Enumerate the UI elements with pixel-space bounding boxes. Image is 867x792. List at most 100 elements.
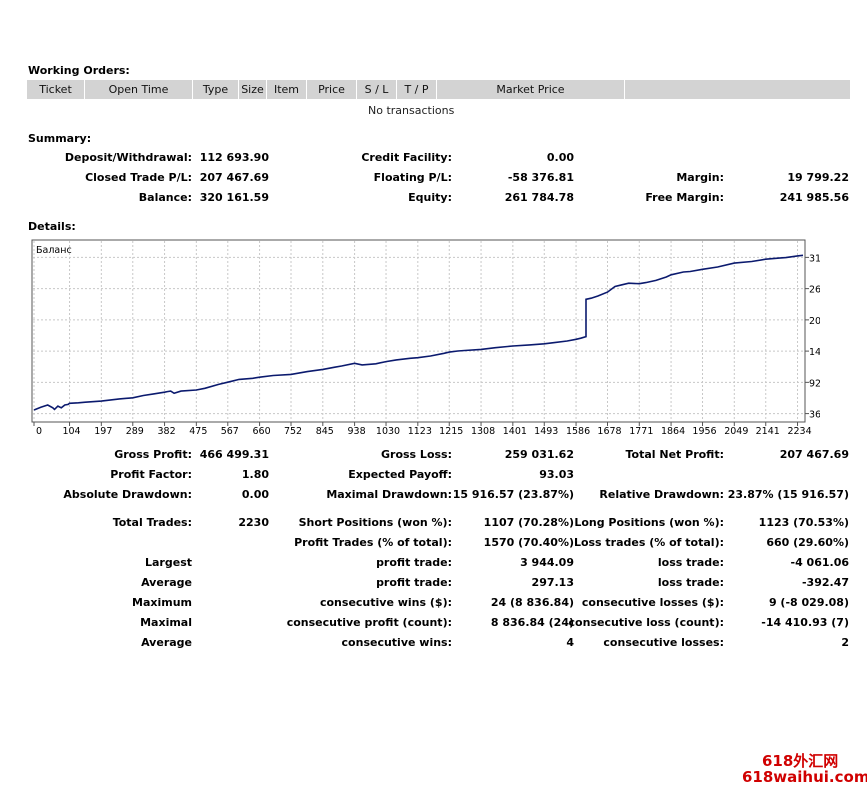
x-tick-label: 1215 (439, 426, 463, 437)
column-header: S / L (357, 80, 397, 99)
stat-label: consecutive loss (count): (568, 616, 724, 629)
stat-label: Free Margin: (645, 191, 724, 204)
chart-x-ticks: 0 104 197 289 382 475 567 660 752 845 938 1030 1123 1… (33, 422, 812, 437)
stat-value: 23.87% (15 916.57) (727, 488, 849, 501)
details-title: Details: (28, 220, 76, 233)
summary-title: Summary: (28, 132, 92, 145)
x-tick-label: 660 (253, 426, 271, 437)
x-tick-label: 1956 (692, 426, 716, 437)
stat-label: Credit Facility: (361, 151, 452, 164)
stat-value: 9 (-8 029.08) (768, 596, 849, 609)
stat-label: Deposit/Withdrawal: (64, 151, 192, 164)
stat-value: 24 (8 836.84) (490, 596, 574, 609)
column-header: Item (267, 80, 307, 99)
x-tick-label: 752 (284, 426, 302, 437)
chart-title: Баланс (36, 245, 72, 256)
x-tick-label: 1123 (408, 426, 432, 437)
x-tick-label: 2049 (724, 426, 748, 437)
stat-value: 297.13 (531, 576, 574, 589)
stat-value: 8 836.84 (24) (490, 616, 574, 629)
no-transactions-text: No transactions (368, 104, 455, 117)
x-tick-label: 2141 (756, 426, 780, 437)
column-header: Size (239, 80, 267, 99)
stat-label: Floating P/L: (373, 171, 452, 184)
stat-label: Total Net Profit: (625, 448, 725, 461)
stat-value: 2 (841, 636, 849, 649)
stat-value: -14 410.93 (7) (761, 616, 849, 629)
stat-value: 2230 (238, 516, 269, 529)
x-tick-label: 1586 (566, 426, 590, 437)
x-tick-label: 1030 (376, 426, 400, 437)
stat-label: Closed Trade P/L: (85, 171, 192, 184)
column-header: Market Price (437, 80, 625, 99)
x-tick-label: 382 (157, 426, 175, 437)
stat-label: Average (141, 636, 192, 649)
y-tick-label: 36525 (809, 410, 820, 421)
stat-label: Short Positions (won %): (298, 516, 452, 529)
stat-value: 15 916.57 (23.87%) (452, 488, 574, 501)
stat-label: Total Trades: (112, 516, 192, 529)
stat-value: 466 499.31 (199, 448, 269, 461)
stat-value: 320 161.59 (199, 191, 269, 204)
x-tick-label: 938 (348, 426, 366, 437)
stat-value: 0.00 (241, 488, 269, 501)
stat-value: 112 693.90 (199, 151, 269, 164)
stat-label: consecutive losses ($): (581, 596, 724, 609)
chart-y-ticks: 36525 92688 148851 205013 261176 317338 (805, 253, 820, 421)
stat-value: 207 467.69 (779, 448, 849, 461)
stat-label: Maximal Drawdown: (326, 488, 452, 501)
stat-value: 93.03 (539, 468, 574, 481)
x-tick-label: 1308 (471, 426, 495, 437)
stat-label: Gross Profit: (114, 448, 192, 461)
stat-label: consecutive profit (count): (286, 616, 452, 629)
stat-value: -4 061.06 (790, 556, 850, 569)
chart-grid (33, 241, 804, 421)
x-tick-label: 2234 (787, 426, 811, 437)
x-tick-label: 1678 (597, 426, 621, 437)
stat-label: Profit Factor: (110, 468, 192, 481)
stat-label: loss trade: (657, 576, 724, 589)
stat-label: Relative Drawdown: (599, 488, 724, 501)
column-header (625, 80, 851, 99)
x-tick-label: 567 (221, 426, 239, 437)
stat-value: 1570 (70.40%) (483, 536, 574, 549)
x-tick-label: 475 (189, 426, 207, 437)
watermark-line2: 618waihui.com (742, 768, 867, 786)
stat-label: profit trade: (376, 576, 452, 589)
x-tick-label: 104 (62, 426, 80, 437)
stat-value: 241 985.56 (779, 191, 849, 204)
stat-value: 1.80 (241, 468, 269, 481)
stat-label: Loss trades (% of total): (573, 536, 724, 549)
stat-label: consecutive losses: (603, 636, 724, 649)
stat-value: 0.00 (546, 151, 574, 164)
stat-label: Profit Trades (% of total): (294, 536, 452, 549)
y-tick-label: 205013 (809, 316, 820, 327)
y-tick-label: 148851 (809, 347, 820, 358)
x-tick-label: 1493 (534, 426, 558, 437)
stat-label: consecutive wins: (341, 636, 452, 649)
y-tick-label: 92688 (809, 378, 820, 389)
stat-label: Margin: (676, 171, 724, 184)
stat-value: 1123 (70.53%) (758, 516, 849, 529)
stat-value: 259 031.62 (504, 448, 574, 461)
x-tick-label: 0 (36, 426, 42, 437)
stat-label: loss trade: (657, 556, 724, 569)
chart-plot-area (31, 239, 806, 423)
column-header: T / P (397, 80, 437, 99)
balance-chart: 0 104 197 289 382 475 567 660 752 845 938 1030 1123 1… (31, 239, 820, 437)
stat-value: 4 (566, 636, 574, 649)
stat-value: -392.47 (801, 576, 849, 589)
stat-label: Expected Payoff: (348, 468, 452, 481)
x-tick-label: 1771 (629, 426, 653, 437)
watermark-line1: 618外汇网 (762, 752, 839, 770)
y-tick-label: 317338 (809, 253, 820, 264)
x-tick-label: 1401 (503, 426, 527, 437)
stat-label: Average (141, 576, 192, 589)
working-orders-title: Working Orders: (28, 64, 130, 77)
stat-label: Maximal (140, 616, 192, 629)
stat-value: 1107 (70.28%) (483, 516, 574, 529)
stat-label: Maximum (132, 596, 192, 609)
x-tick-label: 845 (316, 426, 334, 437)
stat-value: 3 944.09 (520, 556, 574, 569)
